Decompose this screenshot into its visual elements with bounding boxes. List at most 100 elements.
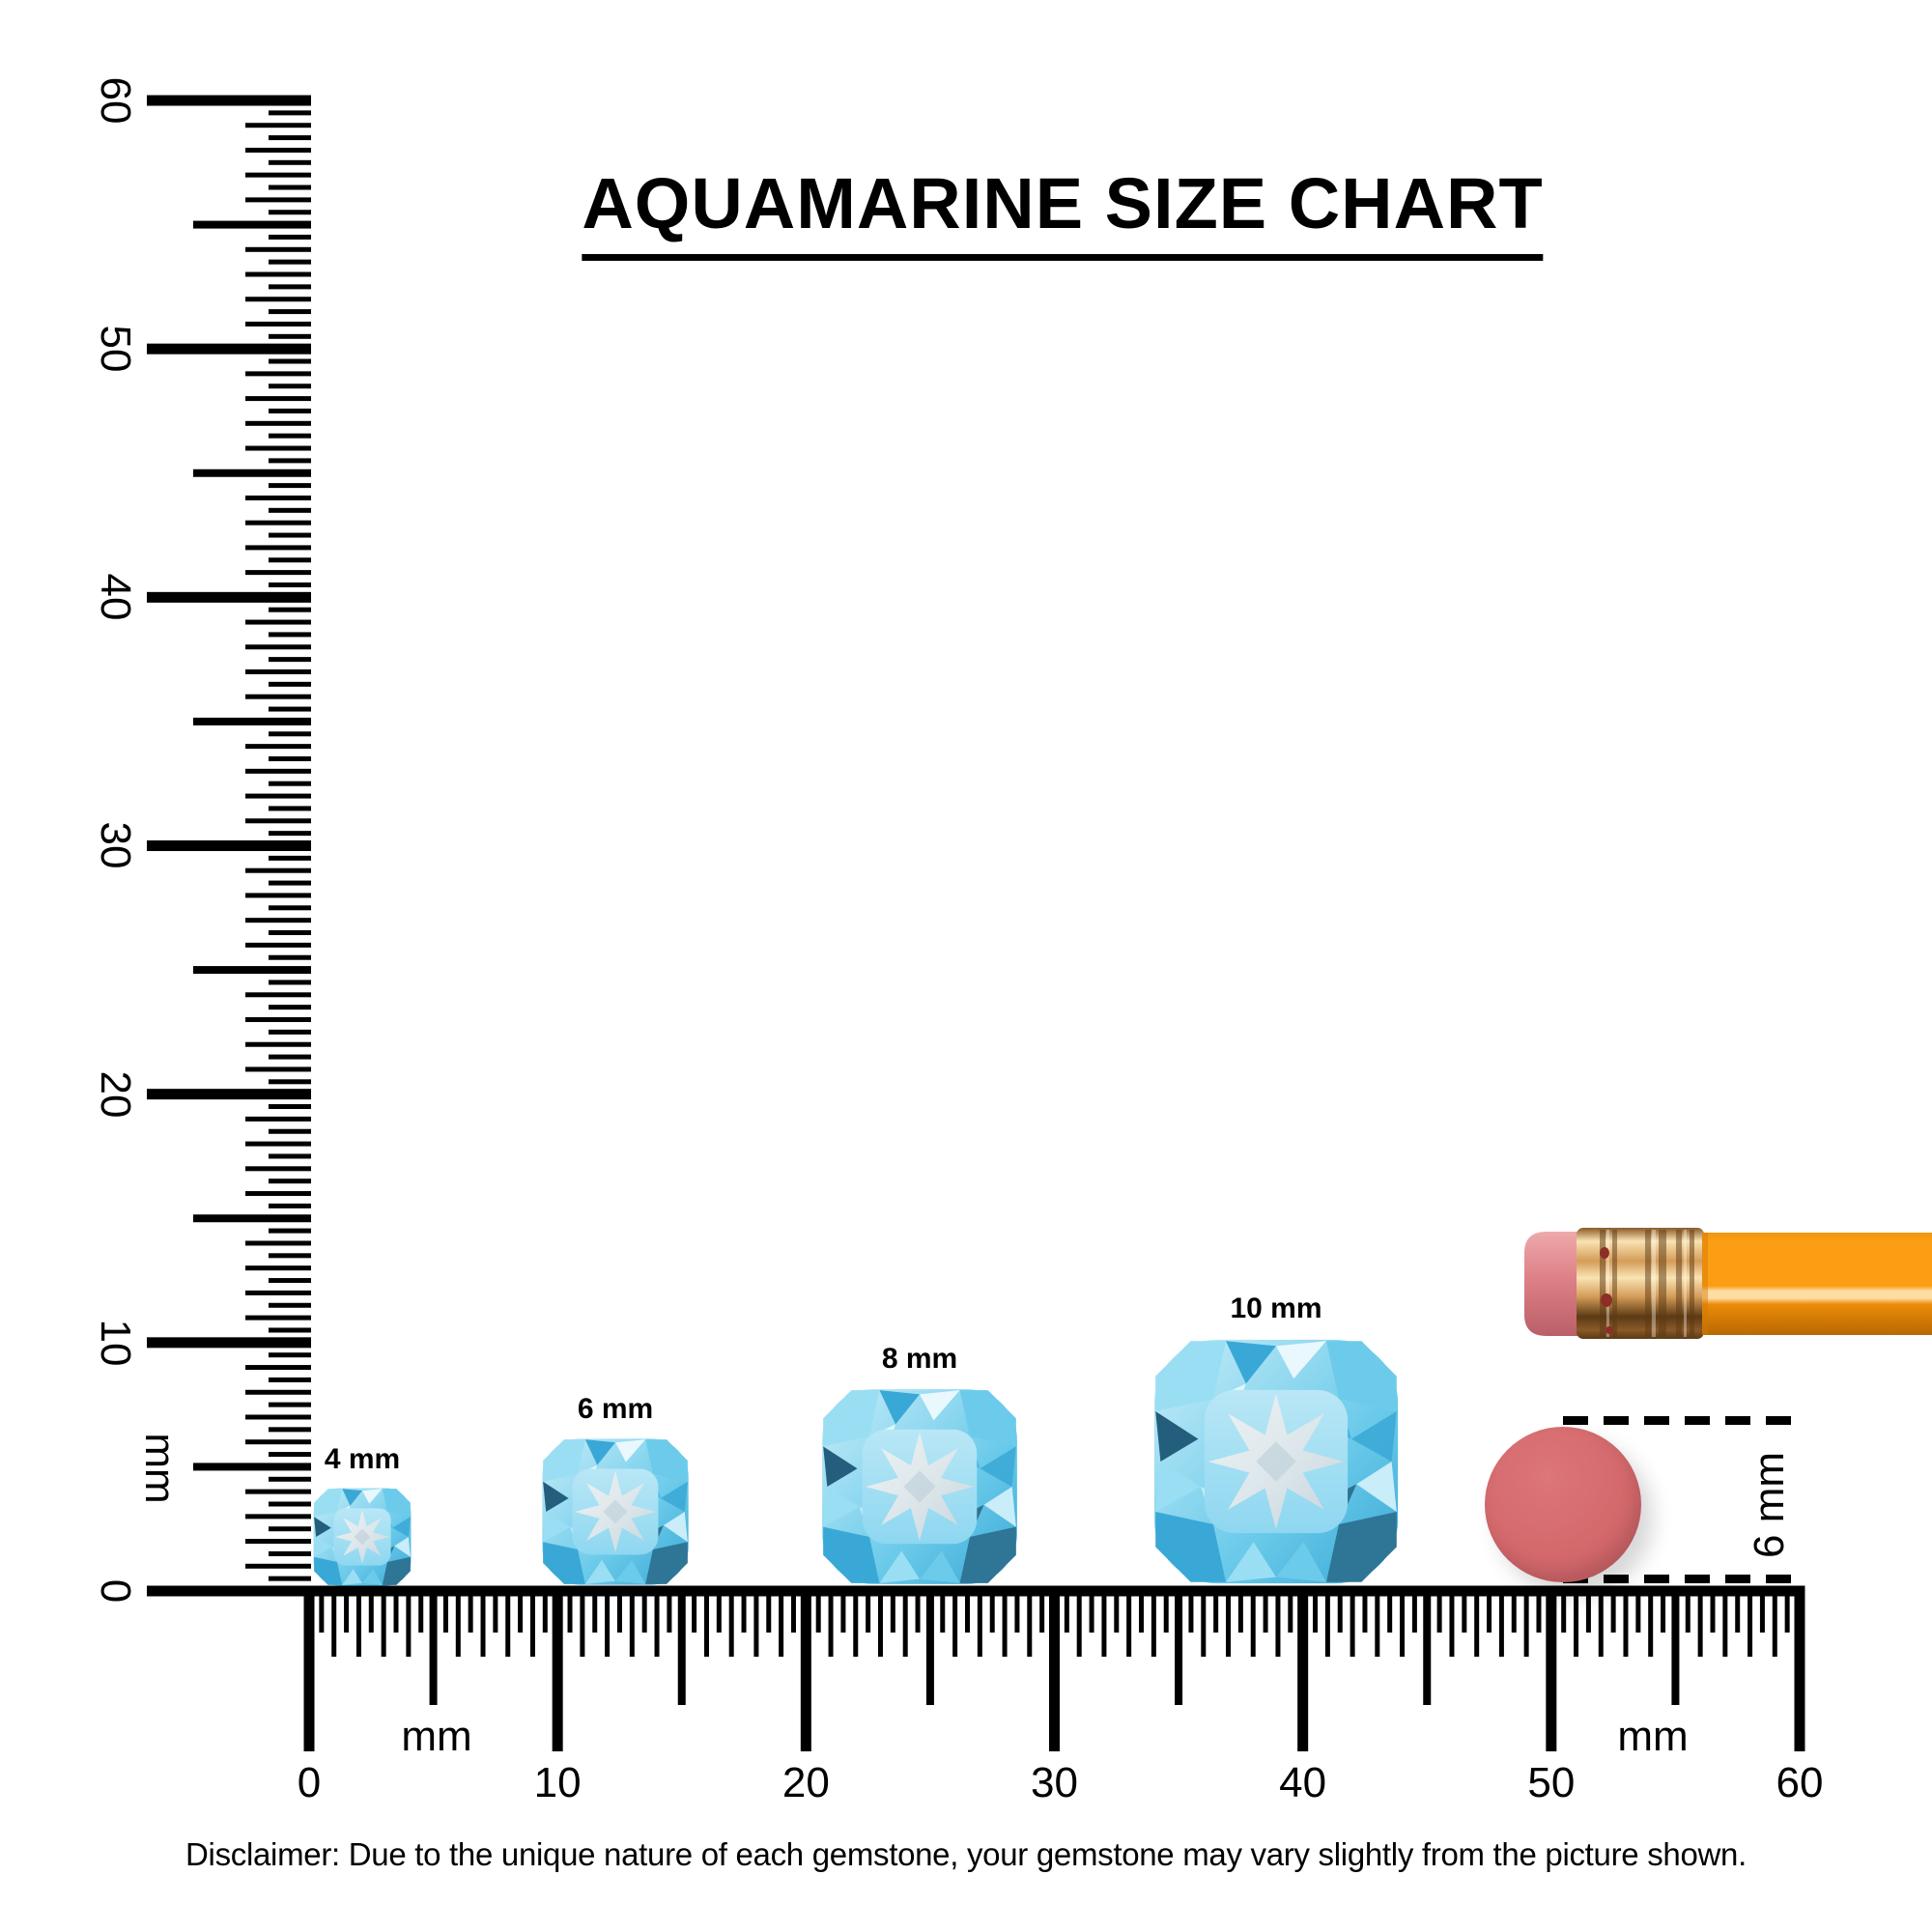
ruler-tick bbox=[269, 1054, 311, 1060]
ruler-tick bbox=[269, 1427, 311, 1433]
ruler-tick bbox=[269, 1203, 311, 1208]
ruler-tick bbox=[368, 1589, 374, 1633]
ruler-tick bbox=[147, 343, 311, 355]
ruler-tick bbox=[1226, 1589, 1232, 1657]
ruler-tick bbox=[1423, 1589, 1432, 1705]
ruler-tick bbox=[1523, 1589, 1529, 1657]
ruler-tick bbox=[269, 1005, 311, 1010]
ruler-tick bbox=[1487, 1589, 1492, 1633]
ruler-tick bbox=[1598, 1589, 1604, 1657]
ruler-tick bbox=[269, 1079, 311, 1085]
ruler-tick bbox=[269, 930, 311, 936]
ruler-tick bbox=[269, 234, 311, 240]
ruler-tick bbox=[1275, 1589, 1281, 1657]
ruler-tick bbox=[1697, 1589, 1703, 1657]
ruler-tick bbox=[592, 1589, 598, 1633]
ruler-tick bbox=[245, 1141, 311, 1147]
ruler-tick bbox=[245, 545, 311, 551]
ruler-tick bbox=[1263, 1589, 1268, 1633]
ruler-tick bbox=[269, 259, 311, 265]
vertical-ruler bbox=[147, 95, 311, 1597]
ruler-tick bbox=[800, 1589, 811, 1751]
ruler-tick bbox=[1462, 1589, 1467, 1633]
vertical-ruler-tick-label: 0 bbox=[92, 1578, 139, 1604]
ruler-tick bbox=[567, 1589, 573, 1633]
ruler-tick bbox=[877, 1589, 883, 1657]
ruler-tick bbox=[1623, 1589, 1629, 1657]
ruler-tick bbox=[1536, 1589, 1542, 1633]
ruler-tick bbox=[766, 1589, 772, 1633]
ruler-tick bbox=[245, 893, 311, 898]
ruler-tick bbox=[245, 520, 311, 526]
horizontal-ruler-tick-label: 10 bbox=[533, 1759, 582, 1806]
ruler-tick bbox=[245, 644, 311, 650]
ruler-tick bbox=[269, 880, 311, 886]
ruler-tick bbox=[728, 1589, 734, 1657]
ruler-tick bbox=[245, 992, 311, 998]
horizontal-ruler-tick-label: 20 bbox=[781, 1759, 830, 1806]
ruler-tick bbox=[269, 110, 311, 116]
ruler-tick bbox=[269, 284, 311, 290]
ruler-tick bbox=[269, 1501, 311, 1507]
ruler-tick bbox=[269, 483, 311, 489]
ruler-tick bbox=[269, 681, 311, 687]
ruler-tick bbox=[269, 210, 311, 215]
ruler-tick bbox=[629, 1589, 635, 1657]
ruler-tick bbox=[269, 185, 311, 190]
ruler-tick bbox=[455, 1589, 461, 1657]
ruler-tick bbox=[269, 358, 311, 364]
ruler-tick bbox=[245, 1191, 311, 1197]
ruler-tick bbox=[1574, 1589, 1579, 1657]
horizontal-ruler-unit-label-right: mm bbox=[1617, 1713, 1689, 1760]
ruler-tick bbox=[355, 1589, 361, 1657]
measure-dashed-line-top bbox=[1563, 1416, 1799, 1425]
ruler-tick bbox=[245, 918, 311, 923]
ruler-tick bbox=[1076, 1589, 1082, 1657]
ruler-tick bbox=[1089, 1589, 1094, 1633]
ruler-tick bbox=[147, 1337, 311, 1349]
ruler-tick bbox=[269, 333, 311, 339]
ruler-tick bbox=[245, 694, 311, 699]
ruler-tick bbox=[245, 1066, 311, 1072]
ruler-tick bbox=[245, 1290, 311, 1295]
ruler-tick bbox=[245, 1539, 311, 1545]
ruler-tick bbox=[393, 1589, 399, 1633]
pencil-eraser-end-view bbox=[1485, 1427, 1641, 1582]
ruler-tick bbox=[1014, 1589, 1020, 1633]
ruler-tick bbox=[1449, 1589, 1455, 1657]
horizontal-ruler-tick-label: 50 bbox=[1527, 1759, 1576, 1806]
ruler-tick bbox=[147, 1585, 311, 1597]
ruler-tick bbox=[1175, 1589, 1183, 1705]
ruler-tick bbox=[1474, 1589, 1480, 1657]
ruler-tick bbox=[1201, 1589, 1207, 1657]
ruler-tick bbox=[269, 755, 311, 761]
ruler-tick bbox=[269, 1104, 311, 1110]
horizontal-ruler-tick-label: 0 bbox=[297, 1759, 322, 1806]
ruler-tick bbox=[1362, 1589, 1368, 1633]
ruler-tick bbox=[245, 818, 311, 824]
ruler-tick bbox=[331, 1589, 337, 1657]
ruler-tick bbox=[245, 768, 311, 774]
ruler-tick bbox=[429, 1589, 438, 1705]
ruler-tick bbox=[269, 408, 311, 413]
ruler-tick bbox=[1772, 1589, 1777, 1657]
ruler-tick bbox=[245, 793, 311, 799]
ruler-tick bbox=[580, 1589, 585, 1657]
ruler-tick bbox=[245, 445, 311, 451]
ruler-tick bbox=[716, 1589, 722, 1633]
ruler-tick bbox=[245, 420, 311, 426]
vertical-ruler-tick-label: 60 bbox=[92, 76, 139, 125]
ruler-tick bbox=[269, 1327, 311, 1333]
ruler-tick bbox=[1387, 1589, 1393, 1633]
ruler-tick bbox=[1139, 1589, 1145, 1633]
ruler-tick bbox=[952, 1589, 958, 1657]
ruler-tick bbox=[245, 271, 311, 277]
ruler-tick bbox=[1337, 1589, 1343, 1633]
ruler-tick bbox=[1735, 1589, 1741, 1633]
ruler-tick bbox=[505, 1589, 511, 1657]
ruler-tick bbox=[552, 1589, 563, 1751]
ruler-tick bbox=[245, 123, 311, 128]
ferrule-rivets bbox=[1600, 1247, 1613, 1334]
ruler-tick bbox=[245, 1414, 311, 1420]
ruler-tick bbox=[269, 458, 311, 464]
